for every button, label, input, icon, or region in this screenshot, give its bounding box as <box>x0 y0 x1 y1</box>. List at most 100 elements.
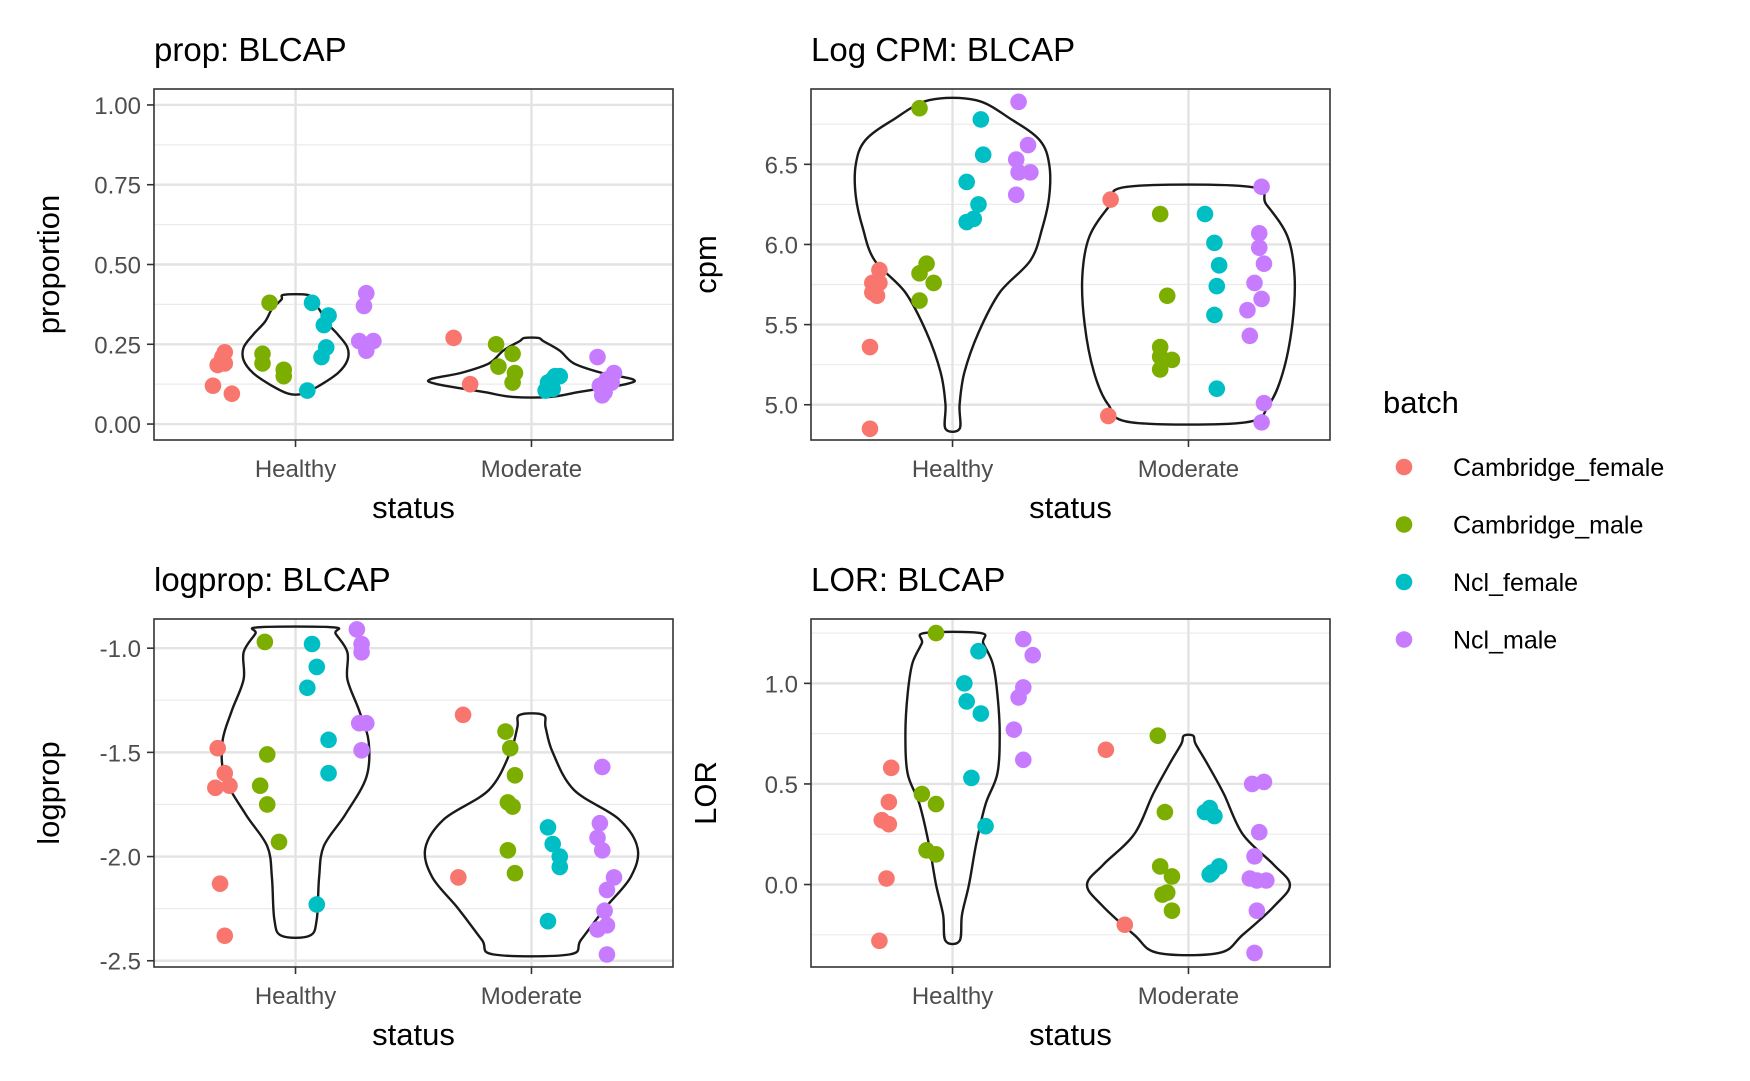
point-ncl-male <box>1253 178 1270 196</box>
legend-key <box>1395 516 1413 533</box>
point-cambridge-female <box>1116 916 1134 934</box>
violin-moderate <box>1080 183 1297 426</box>
point-ncl-male <box>1246 274 1263 292</box>
y-tick-label: 1.00 <box>94 93 141 120</box>
panel-title: LOR: BLCAP <box>811 561 1005 598</box>
y-tick-label: 5.0 <box>765 393 798 420</box>
point-ncl-female <box>958 693 975 710</box>
point-ncl-male <box>1007 151 1025 168</box>
point-cambridge-female <box>882 759 900 777</box>
panel-background <box>811 89 1330 440</box>
x-axis-title: status <box>1029 1017 1112 1052</box>
point-cambridge-male <box>506 864 524 882</box>
point-ncl-male <box>1022 164 1039 181</box>
y-tick-label: 0.00 <box>94 412 141 439</box>
x-axis-title: status <box>1029 490 1112 525</box>
y-axis-title: proportion <box>31 195 66 335</box>
point-cambridge-female <box>454 706 472 724</box>
point-ncl-female <box>544 835 561 853</box>
legend-key <box>1395 631 1413 648</box>
x-axis-title: status <box>372 490 455 525</box>
point-ncl-male <box>1255 394 1273 412</box>
point-ncl-male <box>598 881 616 899</box>
point-ncl-female <box>308 658 326 676</box>
point-ncl-male <box>1014 630 1032 648</box>
legend-key <box>1395 458 1413 476</box>
point-cambridge-male <box>1158 287 1176 305</box>
point-cambridge-male <box>504 345 521 363</box>
panel-title: Log CPM: BLCAP <box>811 31 1075 68</box>
panel-title: prop: BLCAP <box>154 31 347 68</box>
y-tick-label: 0.0 <box>765 873 798 900</box>
point-cambridge-male <box>490 358 507 375</box>
x-tick-label: Healthy <box>912 983 993 1010</box>
point-ncl-male <box>1014 751 1032 769</box>
point-ncl-female <box>977 817 994 835</box>
legend-entry: Cambridge_male <box>1395 512 1643 540</box>
point-ncl-male <box>593 842 611 859</box>
point-ncl-male <box>1019 136 1037 154</box>
legend-entry: Cambridge_female <box>1395 454 1664 482</box>
point-cambridge-female <box>216 764 234 782</box>
point-cambridge-male <box>497 723 514 740</box>
point-ncl-female <box>1208 277 1226 295</box>
point-ncl-male <box>1246 848 1263 865</box>
point-ncl-male <box>1258 872 1275 889</box>
legend-title: batch <box>1383 385 1459 420</box>
point-ncl-male <box>357 284 375 302</box>
point-ncl-female <box>1208 380 1226 398</box>
y-tick-label: 0.50 <box>94 253 141 280</box>
point-ncl-female <box>970 642 987 660</box>
y-tick-label: 1.0 <box>765 671 798 698</box>
point-ncl-male <box>589 348 606 366</box>
point-ncl-male <box>598 946 616 963</box>
point-ncl-female <box>303 635 321 653</box>
point-cambridge-female <box>209 739 226 757</box>
x-tick-label: Moderate <box>481 456 582 483</box>
legend-label: Ncl_female <box>1453 569 1578 597</box>
point-ncl-male <box>357 342 375 359</box>
legend-entry: Ncl_male <box>1395 627 1557 655</box>
y-axis-title: logprop <box>31 741 66 844</box>
point-cambridge-male <box>1149 727 1167 744</box>
point-ncl-female <box>1196 205 1214 223</box>
point-cambridge-male <box>911 99 928 117</box>
y-tick-label: 6.0 <box>765 232 798 259</box>
point-cambridge-male <box>501 739 519 757</box>
point-cambridge-female <box>450 869 467 886</box>
point-cambridge-male <box>1151 205 1169 223</box>
point-cambridge-male <box>251 777 269 795</box>
point-cambridge-female <box>221 777 238 795</box>
legend-label: Cambridge_male <box>1453 512 1643 540</box>
y-tick-label: 0.5 <box>765 772 798 799</box>
legend: batch Cambridge_female Cambridge_male Ncl_… <box>1383 385 1664 655</box>
point-cambridge-male <box>1163 902 1181 919</box>
point-cambridge-male <box>927 795 945 813</box>
point-cambridge-female <box>216 927 234 945</box>
point-ncl-female <box>956 675 973 692</box>
point-ncl-male <box>357 714 375 732</box>
point-cambridge-female <box>871 261 888 279</box>
point-ncl-male <box>1241 327 1259 345</box>
legend-entry: Ncl_female <box>1395 569 1578 597</box>
x-tick-label: Moderate <box>1138 983 1239 1010</box>
point-cambridge-male <box>911 292 928 309</box>
point-cambridge-female <box>880 815 898 833</box>
violin-moderate <box>426 336 636 399</box>
point-cambridge-male <box>256 633 274 651</box>
legend-label: Cambridge_female <box>1453 454 1664 482</box>
y-tick-label: 6.5 <box>765 152 798 179</box>
point-ncl-male <box>1250 823 1268 841</box>
point-cambridge-female <box>1102 191 1119 208</box>
point-ncl-female <box>972 111 990 128</box>
point-ncl-female <box>551 858 569 876</box>
point-cambridge-male <box>258 746 276 763</box>
point-cambridge-male <box>258 796 276 813</box>
point-cambridge-male <box>1151 858 1169 875</box>
point-cambridge-female <box>861 338 879 356</box>
point-cambridge-female <box>204 377 222 395</box>
point-ncl-male <box>1243 775 1261 793</box>
point-ncl-male <box>1253 414 1270 431</box>
point-cambridge-male <box>275 367 293 385</box>
point-ncl-male <box>605 869 623 886</box>
